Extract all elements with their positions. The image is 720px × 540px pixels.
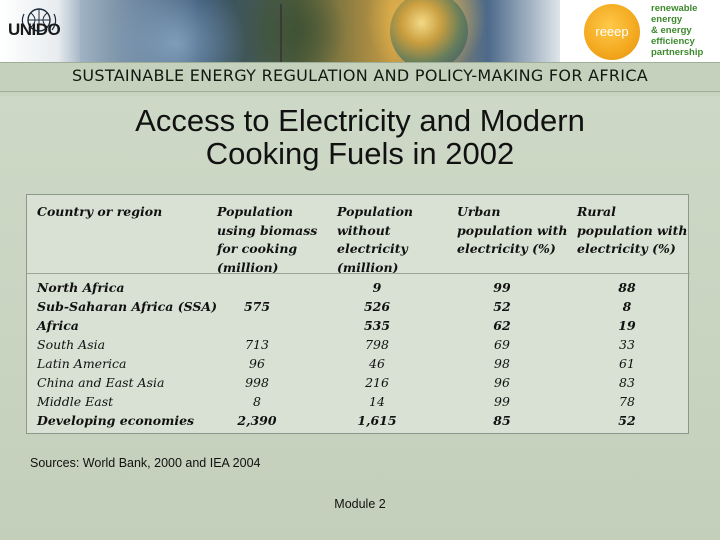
header-urban: Urban population with electricity (%)	[457, 203, 567, 259]
header-without-electricity: Population without electricity (million)	[337, 203, 413, 277]
cell-without-electricity: 1,615	[357, 413, 397, 428]
cell-biomass: 998	[245, 375, 269, 390]
cell-urban: 96	[494, 375, 510, 390]
header-line: Population	[337, 204, 414, 219]
unido-emblem-icon	[21, 8, 57, 32]
cell-rural: 78	[619, 394, 635, 409]
cell-rural: 19	[618, 318, 636, 333]
cell-rural: 83	[619, 375, 635, 390]
table-row: Developing economies 2,390 1,615 85 52	[27, 411, 690, 430]
cell-rural: 52	[618, 413, 636, 428]
table-row: China and East Asia 998 216 96 83	[27, 373, 690, 392]
table-row: Latin America 96 46 98 61	[27, 354, 690, 373]
reeep-tagline-line: partnership	[651, 47, 704, 58]
header-line: Rural	[577, 204, 616, 219]
cell-region: China and East Asia	[37, 375, 165, 390]
header-line: Country or region	[37, 204, 163, 219]
reeep-tagline: renewable energy & energy efficiency par…	[651, 3, 719, 58]
header-line: for cooking	[217, 241, 298, 256]
cell-biomass: 96	[249, 356, 265, 371]
subtitle-text: SUSTAINABLE ENERGY REGULATION AND POLICY…	[71, 66, 649, 85]
cell-urban: 98	[494, 356, 510, 371]
reeep-tagline-line: energy	[651, 14, 683, 25]
slide-title-line: Access to Electricity and Modern	[135, 103, 585, 138]
footer-module-label: Module 2	[334, 497, 386, 511]
reeep-tagline-line: renewable	[651, 3, 698, 14]
cell-region: Africa	[37, 318, 79, 333]
header-line: (million)	[217, 259, 279, 275]
cell-urban: 52	[493, 299, 511, 314]
cell-without-electricity: 9	[372, 280, 382, 295]
header-biomass: Population using biomass for cooking (mi…	[217, 203, 317, 277]
cell-urban: 99	[494, 394, 510, 409]
cell-urban: 99	[493, 280, 511, 295]
header-rural: Rural population with electricity (%)	[577, 203, 687, 259]
header-divider	[27, 273, 690, 274]
reeep-logo-icon	[584, 4, 640, 60]
header-region: Country or region	[37, 203, 162, 222]
cell-urban: 85	[493, 413, 511, 428]
cell-rural: 8	[622, 299, 632, 314]
cell-without-electricity: 526	[363, 299, 391, 314]
cell-without-electricity: 46	[369, 356, 385, 371]
cell-rural: 61	[619, 356, 635, 371]
cell-region: Developing economies	[37, 413, 195, 428]
cell-biomass: 8	[253, 394, 261, 409]
header-photo-strip	[80, 0, 560, 62]
header-line: Population	[217, 204, 294, 219]
header-line: (million)	[337, 259, 399, 275]
slide-title: Access to Electricity and Modern Cooking…	[40, 104, 680, 170]
header-banner: UNIDO reeep renewable energy & energy ef…	[0, 0, 720, 62]
data-table: Country or region Population using bioma…	[26, 194, 690, 434]
reeep-tagline-line: efficiency	[651, 36, 695, 47]
cell-urban: 69	[494, 337, 510, 352]
reeep-logo-text: reeep	[595, 24, 629, 39]
cell-urban: 62	[493, 318, 511, 333]
reeep-tagline-line: & energy	[651, 25, 692, 36]
header-line: electricity (%)	[577, 241, 676, 256]
unido-logo-text: UNIDO	[8, 20, 61, 39]
cell-biomass: 713	[245, 337, 269, 352]
header-line: electricity	[337, 241, 408, 256]
cell-without-electricity: 535	[363, 318, 391, 333]
slide-title-line: Cooking Fuels in 2002	[205, 136, 515, 171]
cell-without-electricity: 798	[365, 337, 389, 352]
cell-region: South Asia	[37, 337, 106, 352]
cell-region: Sub-Saharan Africa (SSA)	[37, 299, 218, 314]
header-line: electricity (%)	[457, 241, 556, 256]
globe-image	[390, 0, 468, 62]
cell-region: Middle East	[37, 394, 114, 409]
table-row: Africa 535 62 19	[27, 316, 690, 335]
table-row: Middle East 8 14 99 78	[27, 392, 690, 411]
header-line: population with	[577, 222, 688, 238]
cell-region: North Africa	[37, 280, 125, 295]
cell-biomass: 2,390	[237, 413, 277, 428]
table-row: Sub-Saharan Africa (SSA) 575 526 52 8	[27, 297, 690, 316]
cell-rural: 88	[618, 280, 636, 295]
cell-region: Latin America	[37, 356, 127, 371]
header-line: without	[337, 222, 391, 238]
cell-biomass: 575	[243, 299, 271, 314]
header-line: Urban	[457, 204, 501, 219]
header-line: population with	[457, 222, 568, 238]
table-row: North Africa 9 99 88	[27, 278, 690, 297]
table-row: South Asia 713 798 69 33	[27, 335, 690, 354]
cell-rural: 33	[619, 337, 635, 352]
cell-without-electricity: 14	[369, 394, 385, 409]
cell-without-electricity: 216	[365, 375, 389, 390]
sources-note: Sources: World Bank, 2000 and IEA 2004	[30, 456, 261, 470]
header-line: using biomass	[217, 222, 318, 238]
wind-turbine-image	[280, 4, 282, 62]
subtitle-bar	[0, 62, 720, 92]
